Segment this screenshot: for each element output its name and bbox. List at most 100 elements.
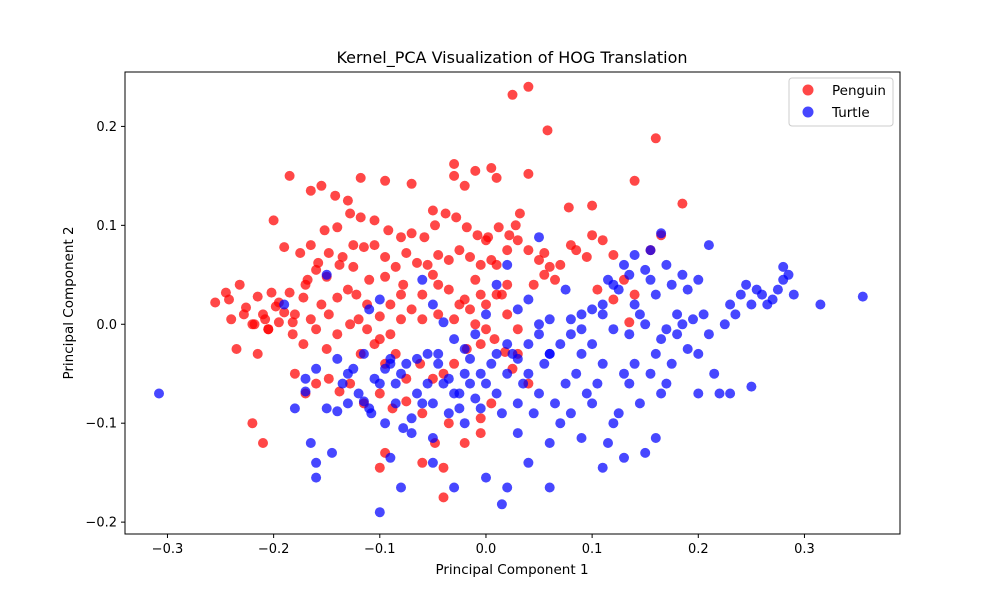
data-point-turtle (613, 408, 624, 419)
data-point-turtle (624, 269, 635, 280)
data-point-penguin (470, 165, 481, 176)
data-point-penguin (629, 289, 640, 300)
data-point-turtle (629, 358, 640, 369)
data-point-turtle (321, 269, 332, 280)
data-point-turtle (709, 368, 720, 379)
data-point-penguin (481, 299, 491, 310)
data-point-penguin (454, 245, 465, 256)
data-point-turtle (688, 314, 698, 325)
data-point-turtle (332, 406, 343, 417)
data-point-turtle (645, 368, 656, 379)
data-point-penguin (268, 215, 279, 226)
data-point-turtle (305, 438, 316, 448)
data-point-penguin (475, 289, 486, 300)
data-point-penguin (512, 324, 523, 335)
legend: Penguin Turtle (788, 77, 894, 127)
data-point-turtle (661, 378, 672, 389)
data-point-penguin (489, 334, 500, 345)
x-tick-label: 0.2 (688, 542, 709, 557)
data-point-penguin (419, 232, 430, 243)
data-point-penguin (289, 309, 300, 320)
data-point-turtle (374, 294, 385, 305)
data-point-penguin (449, 170, 460, 181)
data-point-turtle (300, 373, 311, 384)
data-point-turtle (624, 378, 635, 389)
data-point-turtle (571, 368, 582, 379)
data-point-penguin (385, 299, 396, 310)
data-point-penguin (305, 314, 316, 325)
data-point-penguin (334, 259, 345, 270)
data-point-turtle (592, 378, 603, 389)
data-point-turtle (597, 462, 608, 473)
x-tick-label: 0.3 (794, 542, 815, 557)
data-point-turtle (422, 348, 433, 359)
data-point-penguin (528, 279, 539, 290)
data-point-penguin (270, 301, 281, 312)
data-point-turtle (523, 368, 534, 379)
data-point-turtle (677, 319, 688, 330)
data-point-penguin (358, 242, 369, 253)
data-point-penguin (539, 248, 550, 258)
data-point-turtle (682, 284, 693, 295)
data-point-turtle (427, 299, 438, 310)
data-point-turtle (534, 388, 544, 399)
data-point-turtle (534, 232, 544, 243)
data-point-penguin (433, 309, 444, 320)
data-point-penguin (443, 418, 454, 429)
data-point-turtle (279, 299, 290, 310)
data-point-penguin (514, 208, 525, 219)
data-point-penguin (374, 311, 385, 322)
data-point-turtle (502, 482, 513, 493)
data-point-penguin (234, 279, 245, 290)
data-point-turtle (576, 309, 587, 320)
data-point-turtle (650, 348, 661, 359)
data-point-turtle (608, 418, 619, 429)
data-point-turtle (502, 339, 513, 350)
data-point-penguin (342, 195, 353, 206)
data-point-turtle (544, 314, 555, 325)
data-point-turtle (693, 388, 704, 399)
data-point-penguin (401, 248, 412, 258)
data-point-penguin (287, 317, 298, 328)
data-point-turtle (528, 408, 539, 419)
data-point-turtle (815, 299, 826, 310)
data-point-penguin (440, 208, 451, 219)
data-point-turtle (396, 368, 406, 379)
data-point-turtle (332, 353, 343, 364)
data-point-penguin (491, 259, 502, 270)
data-point-penguin (332, 329, 343, 340)
data-point-penguin (316, 299, 327, 310)
data-point-penguin (486, 398, 497, 409)
data-point-penguin (390, 261, 401, 272)
data-point-turtle (629, 250, 640, 260)
data-point-turtle (369, 373, 380, 384)
data-point-turtle (608, 324, 619, 335)
data-point-penguin (337, 252, 348, 262)
data-point-penguin (417, 457, 428, 468)
data-point-turtle (475, 368, 486, 379)
data-point-turtle (412, 353, 422, 364)
data-point-penguin (380, 175, 391, 186)
data-point-penguin (555, 259, 566, 270)
legend-label-turtle: Turtle (831, 105, 870, 121)
data-point-penguin (383, 225, 394, 236)
series-turtle (154, 228, 868, 518)
y-tick-label: 0.1 (96, 219, 117, 234)
data-point-turtle (719, 319, 730, 330)
data-point-penguin (348, 240, 359, 251)
data-point-turtle (767, 294, 778, 305)
data-point-turtle (396, 482, 406, 493)
data-point-penguin (401, 396, 412, 407)
data-point-turtle (703, 329, 714, 340)
data-point-turtle (703, 240, 714, 251)
data-point-turtle (698, 309, 709, 320)
y-axis-label: Principal Component 2 (61, 226, 77, 379)
data-point-turtle (433, 348, 444, 359)
data-point-turtle (741, 279, 752, 290)
data-point-turtle (502, 259, 513, 270)
data-point-turtle (470, 393, 481, 404)
data-point-turtle (597, 309, 608, 320)
data-point-turtle (459, 418, 470, 429)
data-point-turtle (412, 388, 422, 399)
data-point-penguin (481, 235, 491, 246)
